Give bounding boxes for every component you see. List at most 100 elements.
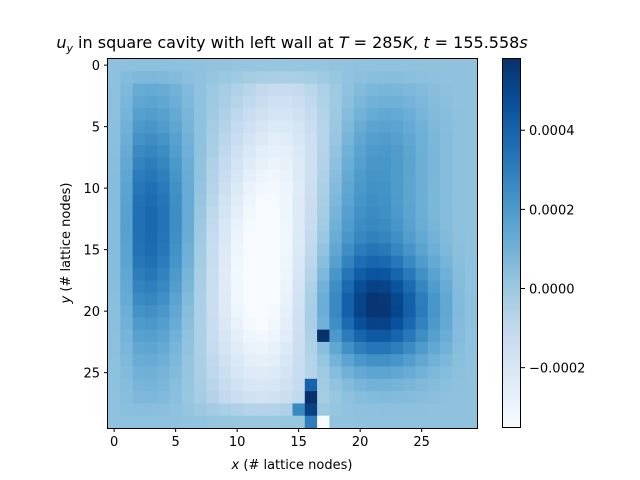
heatmap-cell bbox=[366, 145, 379, 158]
heatmap-cell bbox=[194, 169, 207, 183]
heatmap-cell bbox=[427, 145, 441, 158]
heatmap-cell bbox=[390, 95, 404, 109]
heatmap-cell bbox=[440, 95, 453, 109]
heatmap-cell bbox=[427, 218, 441, 232]
heatmap-cell bbox=[243, 218, 256, 232]
heatmap-cell bbox=[243, 71, 256, 84]
heatmap-cell bbox=[440, 120, 453, 134]
heatmap-cell bbox=[452, 157, 466, 171]
heatmap-cell bbox=[157, 403, 170, 417]
heatmap-cell bbox=[354, 403, 367, 417]
heatmap-cell bbox=[267, 157, 281, 171]
heatmap-cell bbox=[464, 415, 478, 429]
heatmap-cell bbox=[280, 194, 293, 207]
heatmap-cell bbox=[181, 305, 195, 318]
heatmap-cell bbox=[390, 255, 404, 269]
heatmap-cell bbox=[144, 71, 158, 84]
heatmap-cell bbox=[144, 378, 158, 392]
heatmap-cell bbox=[415, 268, 429, 281]
heatmap-cell bbox=[440, 71, 453, 84]
heatmap-cell bbox=[181, 268, 195, 281]
heatmap-cell bbox=[231, 403, 244, 417]
heatmap-cell bbox=[255, 120, 269, 134]
heatmap-cell bbox=[280, 231, 293, 244]
heatmap-cell bbox=[267, 71, 281, 84]
heatmap-cell bbox=[243, 378, 256, 392]
heatmap-cell bbox=[440, 415, 453, 429]
heatmap-cell bbox=[304, 145, 318, 158]
heatmap-cell bbox=[267, 255, 281, 269]
heatmap-cell bbox=[427, 169, 441, 183]
heatmap-cell bbox=[452, 206, 466, 220]
heatmap-cell bbox=[108, 243, 121, 257]
heatmap-cell bbox=[366, 243, 379, 257]
heatmap-cell bbox=[415, 71, 429, 84]
heatmap-cell bbox=[452, 83, 466, 97]
heatmap-cell bbox=[415, 83, 429, 97]
heatmap-cell bbox=[415, 391, 429, 404]
heatmap-cell bbox=[108, 83, 121, 97]
heatmap-cell bbox=[378, 341, 392, 355]
heatmap-cell bbox=[452, 366, 466, 380]
heatmap-cell bbox=[181, 292, 195, 306]
title-prefix: u bbox=[56, 33, 66, 52]
heatmap-cell bbox=[108, 280, 121, 294]
heatmap-cell bbox=[317, 305, 330, 318]
heatmap-cell bbox=[403, 108, 416, 121]
heatmap-cell bbox=[218, 218, 232, 232]
heatmap-cell bbox=[144, 120, 158, 134]
heatmap-cell bbox=[206, 415, 220, 429]
heatmap-cell bbox=[354, 194, 367, 207]
heatmap-cell bbox=[231, 83, 244, 97]
heatmap-cell bbox=[206, 305, 220, 318]
heatmap-cell bbox=[218, 194, 232, 207]
heatmap-cell bbox=[427, 268, 441, 281]
heatmap-cell bbox=[329, 305, 343, 318]
heatmap-cell bbox=[218, 231, 232, 244]
heatmap-cell bbox=[292, 120, 306, 134]
heatmap-cell bbox=[317, 120, 330, 134]
colorbar-tick-label: 0.0004 bbox=[529, 124, 575, 139]
x-tick-label: 20 bbox=[352, 435, 369, 450]
heatmap-cell bbox=[243, 292, 256, 306]
heatmap-cell bbox=[255, 329, 269, 343]
heatmap-cell bbox=[243, 329, 256, 343]
y-axis-label: y (# lattice nodes) bbox=[59, 183, 74, 305]
heatmap-cell bbox=[144, 341, 158, 355]
heatmap-cell bbox=[255, 231, 269, 244]
heatmap-cell bbox=[378, 354, 392, 367]
heatmap-cell bbox=[304, 157, 318, 171]
heatmap-cell bbox=[120, 354, 133, 367]
heatmap-cell bbox=[108, 378, 121, 392]
heatmap-cell bbox=[378, 403, 392, 417]
heatmap-cell bbox=[366, 317, 379, 330]
heatmap-cell bbox=[218, 329, 232, 343]
heatmap-cell bbox=[403, 182, 416, 195]
heatmap-cell bbox=[390, 415, 404, 429]
heatmap-cell bbox=[144, 391, 158, 404]
heatmap-cell bbox=[169, 391, 183, 404]
heatmap-cell bbox=[304, 354, 318, 367]
heatmap-cell bbox=[354, 255, 367, 269]
heatmap-cell bbox=[255, 292, 269, 306]
heatmap-cell bbox=[157, 95, 170, 109]
heatmap-cell bbox=[378, 268, 392, 281]
heatmap-cell bbox=[390, 218, 404, 232]
heatmap-cell bbox=[280, 243, 293, 257]
heatmap-cell bbox=[120, 132, 133, 146]
heatmap-cell bbox=[390, 354, 404, 367]
heatmap-cell bbox=[218, 317, 232, 330]
heatmap-cell bbox=[157, 317, 170, 330]
heatmap-cell bbox=[464, 95, 478, 109]
heatmap-cell bbox=[206, 120, 220, 134]
heatmap-cell bbox=[329, 415, 343, 429]
heatmap-cell bbox=[390, 391, 404, 404]
heatmap-cell bbox=[403, 255, 416, 269]
x-axis-ticks: 0 5 10 15 20 25 bbox=[110, 428, 430, 450]
heatmap-cell bbox=[132, 182, 146, 195]
heatmap-cell bbox=[144, 329, 158, 343]
heatmap-cell bbox=[218, 59, 232, 72]
heatmap-cell bbox=[390, 83, 404, 97]
heatmap-cell bbox=[231, 108, 244, 121]
heatmap-cell bbox=[390, 305, 404, 318]
